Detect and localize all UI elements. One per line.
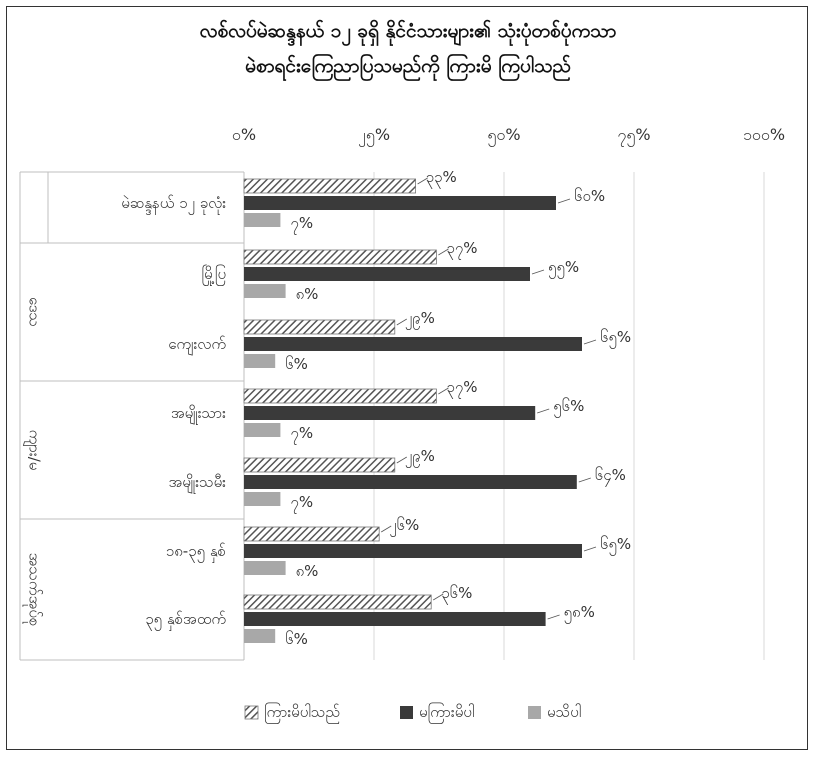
category-label: ၁၈-၃၅ နှစ် bbox=[166, 542, 226, 563]
bar bbox=[244, 337, 582, 351]
data-label-leader bbox=[557, 198, 571, 204]
data-label-leader bbox=[578, 477, 591, 483]
chart-title-line-1: လစ်လပ်မဲဆန္ဒနယ် ၁၂ ခုရှိ နိုင်ငံသားများ၏… bbox=[199, 20, 617, 42]
bar bbox=[244, 629, 276, 643]
bar bbox=[244, 492, 281, 506]
category-axis: မဲဆန္ဒနယ် ၁၂ ခုလုံးမြို့ပြကျေးလက်အမျိုးသ… bbox=[19, 171, 245, 661]
data-label: ၈% bbox=[296, 285, 319, 303]
data-label-leader bbox=[583, 546, 597, 552]
bar bbox=[243, 526, 380, 542]
data-label: ၆၅% bbox=[600, 328, 631, 349]
data-label: ၃၃% bbox=[426, 168, 457, 189]
x-tick-label: ၅၀% bbox=[487, 125, 520, 147]
legend-swatch bbox=[400, 706, 413, 719]
data-label: ၆၅% bbox=[600, 535, 631, 556]
x-tick-label: ၂၅% bbox=[358, 125, 390, 147]
data-label-leader bbox=[396, 318, 408, 326]
data-label: ၆၀% bbox=[574, 187, 605, 205]
bar bbox=[243, 388, 437, 404]
chart-title-line-2: မဲစာရင်းကြေညာပြသမည်ကို ကြားမိ ကြပါသည် bbox=[245, 55, 571, 77]
data-labels: ၃၃% ၃၇% ၂၉% ၃၇% ၂၉% ၂၆% ၃၆% ၆၀% ၅၅% ၆၅% ၅၆% ၆၄% ၆၅% ၅… bbox=[285, 168, 631, 648]
bar bbox=[244, 561, 286, 575]
data-label-leader bbox=[531, 269, 545, 275]
data-label-leader bbox=[537, 408, 550, 414]
legend-swatch bbox=[528, 706, 541, 719]
data-label: ၅၅% bbox=[548, 258, 579, 279]
data-label: ၃၇% bbox=[446, 378, 477, 399]
bars bbox=[243, 178, 582, 643]
data-label: ၃၆% bbox=[441, 584, 472, 605]
bar bbox=[244, 267, 530, 281]
bar bbox=[244, 284, 286, 298]
data-label-leader bbox=[583, 339, 597, 345]
data-label-leader bbox=[417, 177, 428, 185]
data-label-leader bbox=[396, 456, 408, 464]
legend-label: မသိပါ bbox=[547, 703, 581, 721]
category-label: ၃၅ နှစ်အထက် bbox=[145, 610, 226, 631]
bar bbox=[244, 213, 281, 227]
data-label-leader bbox=[438, 387, 449, 395]
data-label: ၅၈% bbox=[564, 603, 595, 624]
bar bbox=[244, 354, 276, 368]
data-label-leader bbox=[438, 248, 449, 256]
bar bbox=[244, 544, 582, 558]
bar bbox=[243, 457, 396, 473]
group-label: ဒေသ bbox=[26, 297, 44, 327]
data-label: ၂၆% bbox=[389, 516, 419, 537]
data-label: ၂၉% bbox=[405, 447, 435, 468]
data-label-leader bbox=[380, 525, 392, 533]
bar bbox=[244, 612, 546, 626]
data-label: ၃၇% bbox=[446, 239, 477, 260]
bar bbox=[243, 319, 396, 335]
data-label: ၆% bbox=[285, 355, 308, 373]
data-label: ၂၉% bbox=[405, 309, 435, 330]
bar bbox=[244, 406, 536, 420]
data-label-leader bbox=[432, 593, 444, 601]
data-label: ၇% bbox=[290, 424, 313, 445]
chart-title: လစ်လပ်မဲဆန္ဒနယ် ၁၂ ခုရှိ နိုင်ငံသားများ၏… bbox=[0, 14, 816, 84]
x-tick-label: ၀% bbox=[232, 125, 256, 144]
legend-swatch bbox=[244, 705, 259, 720]
bar bbox=[244, 196, 556, 210]
data-label: ၈% bbox=[296, 562, 319, 580]
data-label: ၆၄% bbox=[595, 466, 626, 487]
bar bbox=[244, 423, 281, 437]
category-label: အမျိုးသမီး bbox=[168, 473, 226, 494]
data-label-leader bbox=[547, 614, 560, 620]
x-tick-label: ၇၅% bbox=[617, 125, 650, 147]
x-tick-label: ၁၀၀% bbox=[743, 125, 785, 144]
category-label: အမျိုးသား bbox=[171, 404, 226, 425]
legend: ကြားမိပါသည် မကြားမိပါ မသိပါ bbox=[244, 702, 581, 724]
bar bbox=[243, 249, 437, 265]
category-label: မြို့ပြ bbox=[202, 264, 226, 286]
bar bbox=[243, 178, 417, 194]
data-label: ၆% bbox=[285, 630, 308, 648]
category-label: မဲဆန္ဒနယ် ၁၂ ခုလုံး bbox=[121, 194, 226, 215]
category-label: ကျေးလက် bbox=[168, 335, 226, 356]
group-label: ကျား/မ bbox=[23, 430, 44, 471]
legend-label: မကြားမိပါ bbox=[419, 702, 474, 724]
data-label: ၅၆% bbox=[553, 397, 584, 418]
bar bbox=[244, 475, 577, 489]
group-label: အသက်အုပ်စု bbox=[23, 553, 44, 627]
legend-label: ကြားမိပါသည် bbox=[264, 702, 340, 724]
data-label: ၇% bbox=[290, 214, 313, 235]
bar bbox=[243, 594, 432, 610]
data-label: ၇% bbox=[290, 493, 313, 514]
